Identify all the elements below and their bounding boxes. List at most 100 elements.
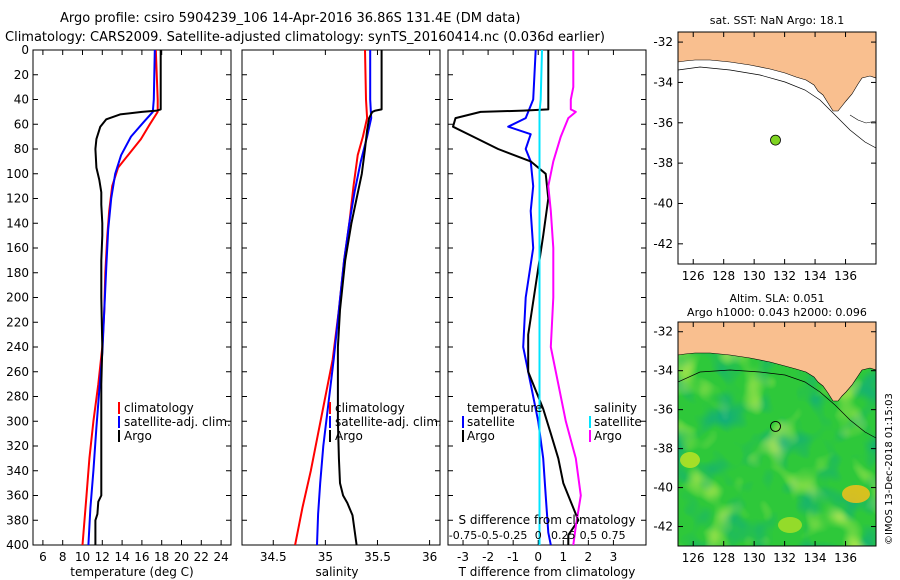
- y-tick-label: 80: [14, 142, 29, 156]
- s-diff-tick-label: 0.5: [580, 529, 598, 542]
- sst-map: sat. SST: NaN Argo: 18.1 126 128 130 132 134…: [653, 14, 877, 283]
- salinity-x-label: salinity: [315, 565, 358, 579]
- series-salinity-argo: [547, 50, 582, 545]
- difference-legend: temperature satellite Argo salinity sate…: [462, 401, 642, 443]
- s-diff-tick-label: -0.75: [449, 529, 477, 542]
- x-tick-label: 36: [422, 550, 437, 564]
- x-tick-label: -1: [507, 550, 519, 564]
- series-salinity-satellite: [538, 50, 543, 545]
- map-x-tick-label: 130: [743, 269, 766, 283]
- title-line-2: Climatology: CARS2009. Satellite-adjuste…: [5, 30, 605, 45]
- y-tick-label: 180: [6, 266, 29, 280]
- argo-location-marker-sla: [770, 420, 781, 432]
- shelf-contour: [678, 66, 876, 149]
- series-temperature-argo: [452, 50, 580, 545]
- x-tick-label: 22: [194, 550, 209, 564]
- temperature-axes-frame: [32, 49, 232, 546]
- x-tick-label: 12: [95, 550, 110, 564]
- sla-map-title-2: Argo h1000: 0.043 h2000: 0.096: [687, 306, 867, 319]
- x-tick-label: 20: [174, 550, 189, 564]
- sst-map-title: sat. SST: NaN Argo: 18.1: [710, 14, 844, 27]
- legend-satellite-adj: satellite-adj. clim.: [124, 415, 231, 429]
- series-satellite-adj-clim-: [87, 50, 156, 545]
- temperature-x-label: temperature (deg C): [70, 565, 193, 579]
- y-tick-label: 260: [6, 365, 29, 379]
- x-tick-label: 8: [59, 550, 67, 564]
- map-x-tick-label: 134: [804, 269, 827, 283]
- map-y-tick-label: -42: [653, 520, 673, 534]
- legend-sal-argo: Argo: [594, 429, 622, 443]
- map-y-tick-label: -40: [653, 196, 673, 210]
- s-diff-tick-label: 0: [535, 529, 542, 542]
- map-x-tick-label: 130: [743, 551, 766, 565]
- australia-land-sla: [678, 322, 876, 402]
- y-tick-label: 120: [6, 192, 29, 206]
- map-y-tick-label: -32: [653, 35, 673, 49]
- legend-satellite-adj: satellite-adj. clim.: [335, 415, 442, 429]
- x-tick-label: 16: [134, 550, 149, 564]
- argo-location-marker: [770, 134, 781, 146]
- series-argo: [336, 50, 383, 545]
- legend-argo: Argo: [335, 429, 363, 443]
- difference-panel: -3 -2 -1 0 1 2 3 T difference from climatology…: [447, 49, 647, 579]
- sla-map-title-1: Altim. SLA: 0.051: [729, 292, 824, 305]
- y-tick-label: 60: [14, 117, 29, 131]
- x-tick-label: 2: [585, 550, 593, 564]
- map-y-tick-label: -36: [653, 403, 673, 417]
- s-diff-tick-label: 0.25: [551, 529, 576, 542]
- y-tick-label: 220: [6, 315, 29, 329]
- x-tick-label: 14: [114, 550, 129, 564]
- map-x-tick-label: 134: [804, 551, 827, 565]
- map-x-tick-label: 128: [712, 269, 735, 283]
- x-tick-label: 34.5: [260, 550, 287, 564]
- map-x-tick-label: 132: [773, 551, 796, 565]
- difference-x-label: T difference from climatology: [458, 565, 636, 579]
- y-tick-label: 320: [6, 439, 29, 453]
- map-x-tick-label: 132: [773, 269, 796, 283]
- map-y-tick-label: -38: [653, 442, 673, 456]
- difference-axes-frame: [447, 49, 647, 546]
- x-tick-label: 18: [154, 550, 169, 564]
- difference-top-label: S difference from climatology: [459, 513, 636, 527]
- shelf-contour-sla: [678, 369, 876, 439]
- legend-temperature-title: temperature: [467, 401, 542, 415]
- x-tick-label: -2: [482, 550, 494, 564]
- map-x-tick-label: 136: [834, 269, 857, 283]
- map-y-tick-label: -40: [653, 481, 673, 495]
- legend-sal-satellite: satellite: [594, 415, 642, 429]
- map-x-tick-label: 126: [682, 551, 705, 565]
- legend-climatology: climatology: [335, 401, 405, 415]
- map-x-tick-label: 126: [682, 269, 705, 283]
- y-tick-label: 200: [6, 291, 29, 305]
- s-diff-tick-label: 0.75: [601, 529, 626, 542]
- y-tick-label: 100: [6, 167, 29, 181]
- series-satellite-adj-clim-: [316, 50, 373, 545]
- map-y-tick-label: -32: [653, 325, 673, 339]
- series-temperature-satellite: [507, 50, 552, 545]
- y-tick-label: 280: [6, 390, 29, 404]
- y-tick-label: 140: [6, 216, 29, 230]
- temperature-legend: climatology satellite-adj. clim. Argo: [118, 401, 231, 443]
- map-y-tick-label: -34: [653, 364, 673, 378]
- shelf-contour-2: [849, 114, 876, 124]
- s-diff-tick-label: -0.25: [499, 529, 527, 542]
- legend-temp-satellite: satellite: [467, 415, 515, 429]
- x-tick-label: 6: [39, 550, 47, 564]
- salinity-panel: 34.5 35 35.5 36 salinity climatology satell…: [241, 49, 442, 579]
- imos-credit: ©IMOS 13-Dec-2018 01:15:03: [884, 393, 895, 545]
- salinity-legend: climatology satellite-adj. clim. Argo: [329, 401, 442, 443]
- sla-map: Altim. SLA: 0.051 Argo h1000: 0.043 h200…: [653, 292, 877, 565]
- y-tick-label: 240: [6, 340, 29, 354]
- x-tick-label: 10: [75, 550, 90, 564]
- legend-climatology: climatology: [124, 401, 194, 415]
- x-tick-label: 35: [318, 550, 333, 564]
- legend-salinity-title: salinity: [594, 401, 637, 415]
- map-y-tick-label: -38: [653, 156, 673, 170]
- series-argo: [94, 50, 162, 545]
- map-y-tick-label: -36: [653, 116, 673, 130]
- temperature-panel: 6 8 10 12 14 16 18 20 22 240204060801001201401601…: [6, 43, 232, 579]
- y-tick-label: 20: [14, 68, 29, 82]
- x-tick-label: -3: [457, 550, 469, 564]
- y-tick-label: 340: [6, 464, 29, 478]
